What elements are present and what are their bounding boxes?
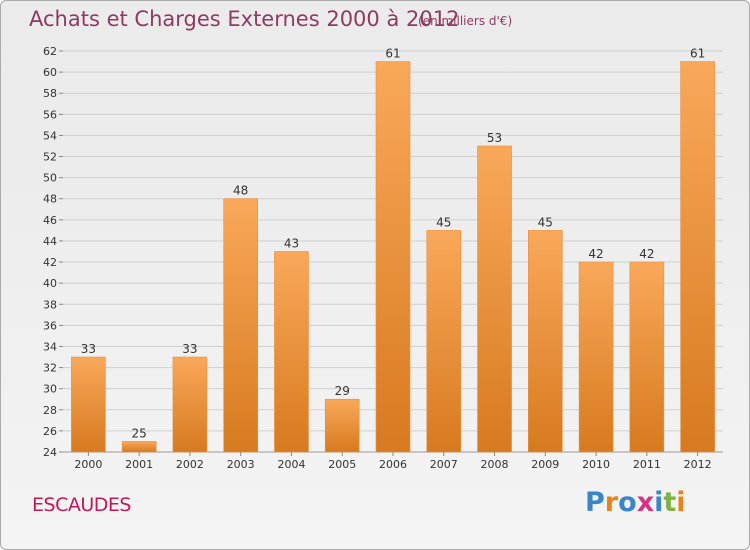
chart-title: Achats et Charges Externes 2000 à 2012 [29, 7, 460, 31]
y-tick-label: 34 [43, 340, 57, 353]
bar-value-label: 33 [182, 342, 197, 356]
proxiti-logo: Proxiti [585, 487, 686, 518]
brand-letter: i [654, 487, 664, 518]
x-tick-label: 2008 [481, 458, 509, 471]
bar-2009 [528, 230, 563, 453]
bar-2005 [324, 398, 360, 453]
bar-value-label: 33 [81, 342, 96, 356]
brand-letter: i [676, 487, 686, 518]
bar-2008 [477, 145, 512, 453]
y-tick-label: 38 [43, 298, 57, 311]
chart-subtitle: (en milliers d'€) [418, 14, 513, 28]
y-tick-label: 32 [43, 362, 57, 375]
y-tick-label: 50 [43, 172, 57, 185]
x-tick-label: 2000 [74, 458, 102, 471]
x-tick-label: 2011 [633, 458, 661, 471]
bar-2010 [578, 261, 614, 453]
bar-value-label: 61 [385, 47, 400, 61]
bar-value-label: 25 [132, 426, 147, 440]
y-tick-label: 24 [43, 446, 57, 459]
y-tick-label: 42 [43, 256, 57, 269]
x-tick-label: 2005 [328, 458, 356, 471]
x-tick-label: 2009 [531, 458, 559, 471]
brand-letter: r [604, 487, 619, 518]
bar-value-label: 61 [690, 47, 705, 61]
bar-value-label: 43 [284, 237, 299, 251]
bar-value-label: 45 [436, 215, 451, 229]
x-tick-label: 2002 [176, 458, 204, 471]
bar-2006 [375, 61, 411, 453]
bar-value-label: 29 [335, 384, 350, 398]
bar-value-label: 48 [233, 184, 248, 198]
x-tick-label: 2001 [125, 458, 153, 471]
x-tick-label: 2003 [227, 458, 255, 471]
brand-letter: P [585, 487, 605, 518]
bar-2004 [274, 251, 309, 453]
brand-letter: x [636, 487, 655, 518]
bar-value-label: 53 [487, 131, 502, 145]
x-axis-ticks: 2000 2001 2002 2003 2004 2005 2006 2007 2008 2009… [74, 452, 712, 471]
y-tick-label: 52 [43, 151, 57, 164]
y-tick-label: 48 [43, 193, 57, 206]
bar-value-label: 42 [588, 247, 603, 261]
y-tick-label: 54 [43, 129, 57, 142]
brand-letter: o [618, 487, 637, 518]
y-tick-label: 46 [43, 214, 57, 227]
brand-letter: t [663, 487, 677, 518]
bar-2012 [680, 61, 715, 453]
y-tick-label: 56 [43, 108, 57, 121]
x-tick-label: 2006 [379, 458, 407, 471]
y-tick-label: 36 [43, 319, 57, 332]
bar-2000 [71, 356, 106, 453]
y-tick-label: 58 [43, 87, 57, 100]
bar-2001 [121, 441, 157, 453]
y-tick-label: 60 [43, 66, 57, 79]
x-tick-label: 2004 [277, 458, 305, 471]
bar-2002 [172, 356, 208, 453]
y-tick-label: 26 [43, 425, 57, 438]
y-tick-label: 28 [43, 404, 57, 417]
x-tick-label: 2010 [582, 458, 610, 471]
bar-2011 [629, 261, 665, 453]
bar-2003 [223, 198, 258, 453]
x-tick-label: 2007 [430, 458, 458, 471]
y-tick-label: 62 [43, 45, 57, 58]
x-tick-label: 2012 [684, 458, 712, 471]
bar-value-label: 42 [639, 247, 654, 261]
y-tick-label: 30 [43, 383, 57, 396]
bar-value-label: 45 [538, 215, 553, 229]
bars: 33 25 33 48 43 29 61 45 53 45 42 42 61 [71, 47, 715, 453]
y-tick-label: 44 [43, 235, 57, 248]
y-axis-ticks: 24 26 28 30 32 34 36 38 40 42 44 46 48 50 52 54 56 58 60 62 [43, 45, 63, 459]
y-tick-label: 40 [43, 277, 57, 290]
commune-name: ESCAUDES [32, 494, 131, 516]
bar-2007 [426, 230, 462, 453]
